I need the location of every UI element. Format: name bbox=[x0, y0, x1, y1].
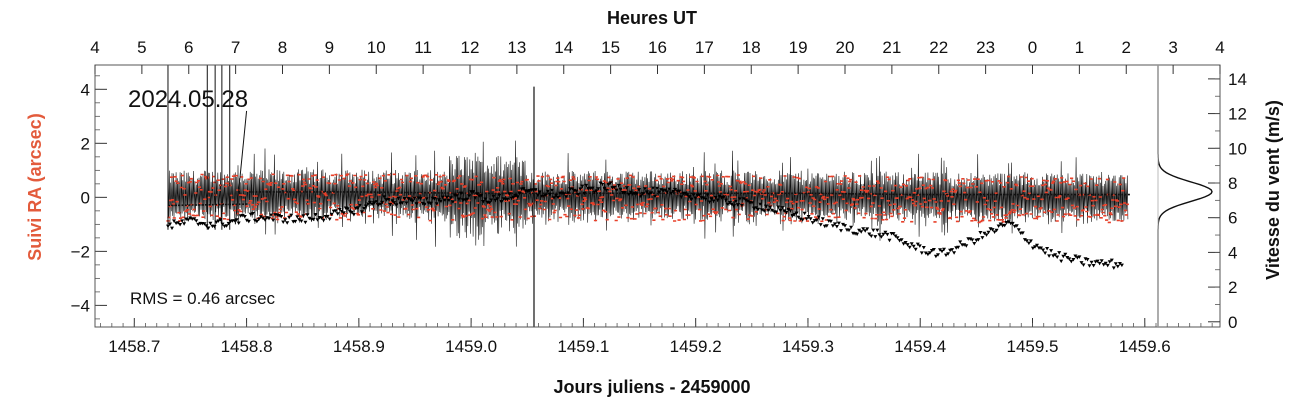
y-right-tick-label: 10 bbox=[1228, 139, 1247, 158]
top-tick-label: 12 bbox=[461, 38, 480, 57]
top-tick-label: 21 bbox=[882, 38, 901, 57]
rms-label: RMS = 0.46 arcsec bbox=[130, 289, 276, 308]
top-tick-label: 6 bbox=[184, 38, 193, 57]
y-left-tick-label: −2 bbox=[71, 242, 90, 261]
top-tick-label: 4 bbox=[90, 38, 99, 57]
top-tick-label: 18 bbox=[742, 38, 761, 57]
y-right-tick-label: 14 bbox=[1228, 70, 1247, 89]
ra-tracking-center-line bbox=[168, 191, 1130, 207]
ra-tracking-excursion bbox=[234, 110, 248, 225]
x-tick-label: 1459.3 bbox=[782, 337, 834, 356]
x-axis-title: Jours juliens - 2459000 bbox=[553, 377, 750, 397]
top-tick-label: 7 bbox=[231, 38, 240, 57]
top-tick-label: 1 bbox=[1075, 38, 1084, 57]
y-right-tick-label: 2 bbox=[1228, 278, 1237, 297]
top-tick-label: 9 bbox=[325, 38, 334, 57]
x-tick-label: 1459.0 bbox=[445, 337, 497, 356]
top-tick-label: 15 bbox=[601, 38, 620, 57]
top-tick-label: 19 bbox=[789, 38, 808, 57]
wind-histogram bbox=[1157, 65, 1213, 327]
x-tick-label: 1458.8 bbox=[221, 337, 273, 356]
axes-frame: 1458.7 1458.8 1458.9 1459.0 1459.1 1459.2 1459… bbox=[71, 38, 1247, 356]
date-label: 2024.05.28 bbox=[128, 86, 248, 113]
y-right-tick-label: 12 bbox=[1228, 105, 1247, 124]
top-tick-label: 2 bbox=[1122, 38, 1131, 57]
top-tick-label: 23 bbox=[976, 38, 995, 57]
x-tick-label: 1458.9 bbox=[333, 337, 385, 356]
x-tick-label: 1459.5 bbox=[1007, 337, 1059, 356]
top-tick-label: 10 bbox=[367, 38, 386, 57]
top-tick-label: 3 bbox=[1168, 38, 1177, 57]
x-tick-label: 1459.2 bbox=[670, 337, 722, 356]
y-right-tick-label: 0 bbox=[1228, 313, 1237, 332]
x-tick-label: 1458.7 bbox=[108, 337, 160, 356]
wind-histogram-curve bbox=[1157, 65, 1213, 327]
top-tick-label: 8 bbox=[278, 38, 287, 57]
x-tick-label: 1459.4 bbox=[894, 337, 946, 356]
left-axis-title: Suivi RA (arcsec) bbox=[25, 113, 45, 260]
top-tick-label: 0 bbox=[1028, 38, 1037, 57]
top-tick-label: 20 bbox=[836, 38, 855, 57]
top-tick-label: 14 bbox=[554, 38, 573, 57]
y-left-tick-label: 4 bbox=[81, 80, 90, 99]
right-axis-title: Vitesse du vent (m/s) bbox=[1263, 100, 1283, 280]
ra-tracking-line bbox=[167, 140, 1129, 247]
ra-tracking-points bbox=[166, 173, 1129, 224]
top-axis-title: Heures UT bbox=[607, 8, 697, 28]
x-tick-label: 1459.1 bbox=[557, 337, 609, 356]
top-tick-label: 17 bbox=[695, 38, 714, 57]
y-right-tick-label: 4 bbox=[1228, 243, 1237, 262]
top-tick-label: 13 bbox=[507, 38, 526, 57]
top-tick-label: 5 bbox=[137, 38, 146, 57]
top-tick-label: 11 bbox=[414, 38, 432, 57]
y-right-tick-label: 8 bbox=[1228, 174, 1237, 193]
top-tick-label: 22 bbox=[929, 38, 948, 57]
x-tick-label: 1459.6 bbox=[1119, 337, 1171, 356]
y-left-tick-label: 0 bbox=[81, 188, 90, 207]
top-tick-label: 16 bbox=[648, 38, 667, 57]
y-left-tick-label: 2 bbox=[81, 134, 90, 153]
ra-tracking-band bbox=[166, 65, 1130, 327]
y-right-tick-label: 6 bbox=[1228, 209, 1237, 228]
top-tick-label: 4 bbox=[1215, 38, 1224, 57]
y-left-tick-label: −4 bbox=[71, 296, 90, 315]
